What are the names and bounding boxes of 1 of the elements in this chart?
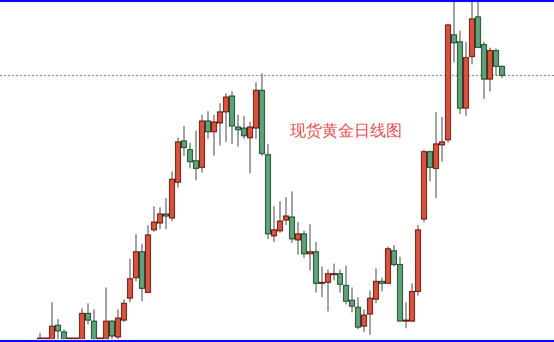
title: 现货黄金日线图 (290, 121, 402, 140)
